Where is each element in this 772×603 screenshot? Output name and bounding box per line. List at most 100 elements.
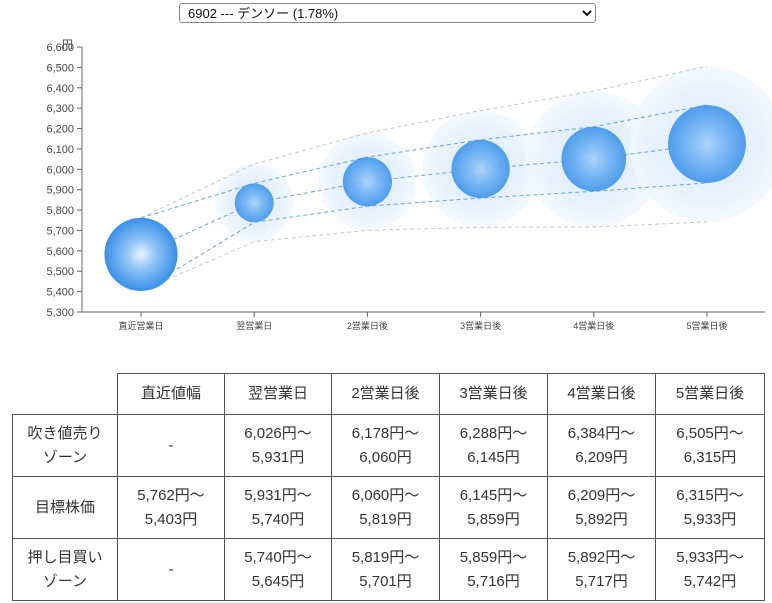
row-label: 押し目買い ゾーン (12, 538, 118, 601)
target-upper-line (140, 104, 708, 219)
table-cell: 6,384円〜 6,209円 (547, 414, 656, 477)
table-cell: 6,315円〜 5,933円 (655, 476, 765, 539)
outer-upper-line (140, 65, 708, 219)
table-cell-line: 6,060円 (359, 448, 412, 466)
table-cell-line: 5,859円〜 (459, 549, 528, 567)
table-cell: 6,026円〜 5,931円 (224, 414, 332, 477)
table-cell: - (117, 538, 225, 601)
table-cell-line: 6,145円 (467, 448, 520, 466)
table-header-cell: 直近値幅 (117, 373, 225, 415)
y-tick-label: 5,600 (46, 246, 74, 258)
stock-selector[interactable]: 6902 --- デンソー (1.78%) (179, 3, 596, 23)
forecast-chart: 円 5,300 5,400 5,500 5,600 5,700 5,800 5,900 6,0… (46, 39, 772, 331)
table-row: 押し目買いゾーン - 5,740円〜 5,645円 5,819円〜 5,701円 5,859… (12, 538, 765, 601)
y-tick-label: 5,700 (46, 225, 74, 237)
table-cell-line: 6,288円〜 (459, 425, 528, 443)
y-tick-label: 6,200 (46, 124, 74, 136)
target-bubble (561, 126, 627, 192)
y-tick-label: 6,400 (46, 83, 74, 95)
row-label-line: ゾーン (42, 572, 88, 590)
table-cell-line: 5,931円 (251, 448, 305, 466)
table-cell-line: 6,384円〜 (567, 425, 636, 443)
table-header-cell: 2営業日後 (331, 373, 440, 415)
x-tick-label: 直近営業日 (118, 320, 163, 331)
table-cell-line: 5,717円 (575, 572, 628, 590)
table-cell: 6,145円〜 5,859円 (439, 476, 548, 539)
table-cell-line: 5,701円 (359, 572, 412, 590)
table-cell-line: 5,740円 (251, 510, 305, 528)
table-row: 吹き値売りゾーン - 6,026円〜 5,931円 6,178円〜 6,060円 6,288… (12, 414, 765, 477)
table-cell-line: 5,933円 (683, 510, 737, 528)
y-tick-label: 6,500 (46, 62, 74, 74)
table-cell-line: 6,178円〜 (351, 425, 420, 443)
table-cell-line: 6,315円 (683, 448, 737, 466)
table-cell-line: 5,716円 (467, 572, 520, 590)
table-cell-line: 5,892円〜 (567, 549, 636, 567)
y-tick-label: 5,800 (46, 205, 74, 217)
table-cell-line: - (168, 560, 174, 578)
table-cell: 5,933円〜 5,742円 (655, 538, 765, 601)
table-header-cell: 4営業日後 (547, 373, 656, 415)
table-cell-line: 6,145円〜 (459, 487, 528, 505)
table-cell-line: 5,645円 (251, 572, 305, 590)
table-header-corner (12, 373, 118, 415)
table-cell-line: 5,762円〜 (137, 487, 205, 505)
axes-layer: 円 5,300 5,400 5,500 5,600 5,700 5,800 5,900 6,0… (46, 39, 765, 331)
y-tick-label: 6,600 (46, 42, 74, 54)
stock-selector-wrap: 6902 --- デンソー (1.78%) (179, 3, 596, 23)
table-header-cell: 翌営業日 (224, 373, 332, 415)
table-header-row: 直近値幅 翌営業日 2営業日後 3営業日後 4営業日後 5営業日後 (12, 373, 765, 415)
table-cell-line: 6,315円〜 (676, 487, 744, 505)
y-tick-label: 5,300 (46, 307, 74, 319)
table-header-cell: 3営業日後 (439, 373, 548, 415)
table-cell-line: 6,209円〜 (567, 487, 636, 505)
y-unit-label: 円 (62, 39, 73, 51)
table-header-cell: 5営業日後 (655, 373, 765, 415)
table-cell: 5,819円〜 5,701円 (331, 538, 440, 601)
target-bubble-layer (104, 105, 746, 292)
table-cell-line: 5,740円〜 (244, 549, 312, 567)
table-cell: 6,288円〜 6,145円 (439, 414, 548, 477)
table-cell-line: 5,933円〜 (676, 549, 744, 567)
table-cell-line: 5,403円 (144, 510, 198, 528)
row-label: 吹き値売り ゾーン (12, 414, 118, 477)
y-tick-label: 5,400 (46, 287, 74, 299)
x-tick-label: 4営業日後 (573, 320, 614, 331)
table-cell-line: 5,819円〜 (351, 549, 420, 567)
row-label-line: 吹き値売り (27, 425, 103, 443)
table-cell-line: 5,931円〜 (244, 487, 312, 505)
row-label-line: 目標株価 (34, 498, 95, 516)
target-bubble (104, 217, 178, 292)
table-row: 目標株価 5,762円〜 5,403円 5,931円〜 5,740円 6,060円〜 5,8… (12, 476, 765, 539)
target-lower-line (140, 182, 708, 292)
table-cell: 6,209円〜 5,892円 (547, 476, 656, 539)
y-tick-label: 6,300 (46, 103, 74, 115)
table-cell: 5,931円〜 5,740円 (224, 476, 332, 539)
x-tick-label: 翌営業日 (236, 320, 272, 331)
x-tick-label: 3営業日後 (460, 320, 501, 331)
target-bubble (451, 139, 510, 199)
y-tick-label: 5,900 (46, 185, 74, 197)
table-cell: 5,740円〜 5,645円 (224, 538, 332, 601)
x-tick-label: 5営業日後 (686, 320, 727, 331)
table-cell: 5,892円〜 5,717円 (547, 538, 656, 601)
table-cell-line: 5,892円 (575, 510, 628, 528)
table-cell-line: 6,209円 (575, 448, 628, 466)
target-bubble (234, 183, 274, 223)
target-bubble (342, 157, 392, 207)
price-zone-table: 直近値幅 翌営業日 2営業日後 3営業日後 4営業日後 5営業日後 吹き値売りゾ… (12, 373, 765, 601)
y-tick-label: 5,500 (46, 266, 74, 278)
table-cell: 6,505円〜 6,315円 (655, 414, 765, 477)
table-cell: - (117, 414, 225, 477)
table-cell-line: 5,859円 (467, 510, 520, 528)
table-body: 吹き値売りゾーン - 6,026円〜 5,931円 6,178円〜 6,060円 6,288… (12, 414, 765, 601)
row-label-line: 押し目買い (27, 549, 103, 567)
table-cell-line: 6,505円〜 (676, 425, 744, 443)
row-label-line: ゾーン (42, 448, 88, 466)
row-label: 目標株価 (12, 476, 118, 539)
table-cell: 5,859円〜 5,716円 (439, 538, 548, 601)
table-cell-line: 6,060円〜 (351, 487, 420, 505)
table-cell-line: 5,819円 (359, 510, 412, 528)
table-cell-line: - (168, 436, 174, 454)
x-tick-label: 2営業日後 (347, 320, 388, 331)
